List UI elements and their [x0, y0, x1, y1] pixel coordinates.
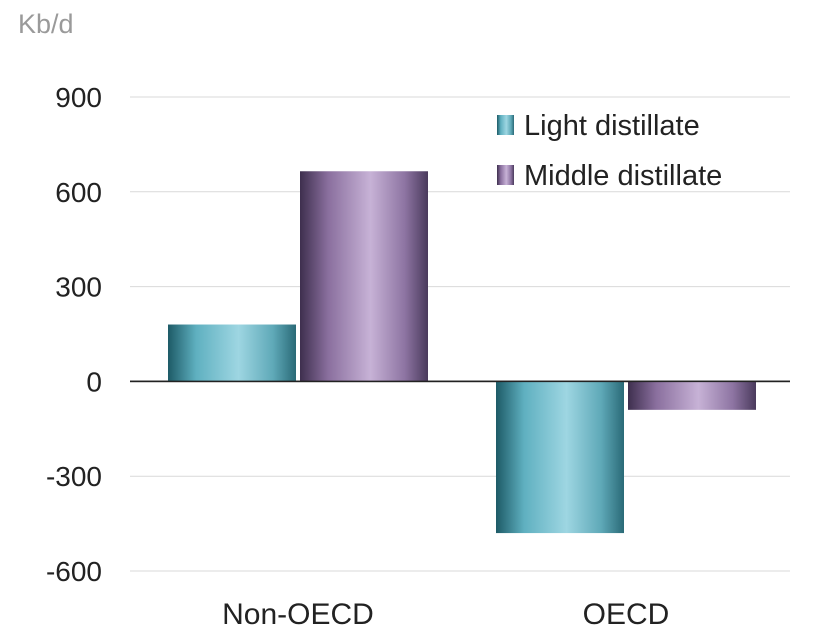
y-tick-label: 300	[55, 272, 102, 303]
legend-swatch	[497, 165, 514, 185]
y-tick-label: 600	[55, 177, 102, 208]
y-tick-label: -600	[46, 556, 102, 587]
category-labels: Non-OECD OECD	[222, 598, 669, 631]
y-tick-labels: 900 600 300 0 -300 -600	[46, 82, 102, 587]
legend-swatch	[497, 115, 514, 135]
y-tick-label: 0	[86, 366, 102, 397]
category-label: Non-OECD	[222, 598, 374, 631]
legend: Light distillate Middle distillate	[497, 110, 722, 192]
y-tick-label: -300	[46, 461, 102, 492]
y-unit-label: Kb/d	[18, 9, 74, 39]
bar-oecd-middle-distillate	[628, 381, 756, 410]
bar-non-oecd-middle-distillate	[300, 171, 428, 382]
legend-label: Light distillate	[524, 110, 700, 142]
y-tick-label: 900	[55, 82, 102, 113]
category-label: OECD	[583, 598, 670, 631]
bar-oecd-light-distillate	[496, 381, 624, 534]
bars	[130, 171, 790, 534]
legend-label: Middle distillate	[524, 160, 722, 192]
bar-non-oecd-light-distillate	[168, 324, 296, 382]
